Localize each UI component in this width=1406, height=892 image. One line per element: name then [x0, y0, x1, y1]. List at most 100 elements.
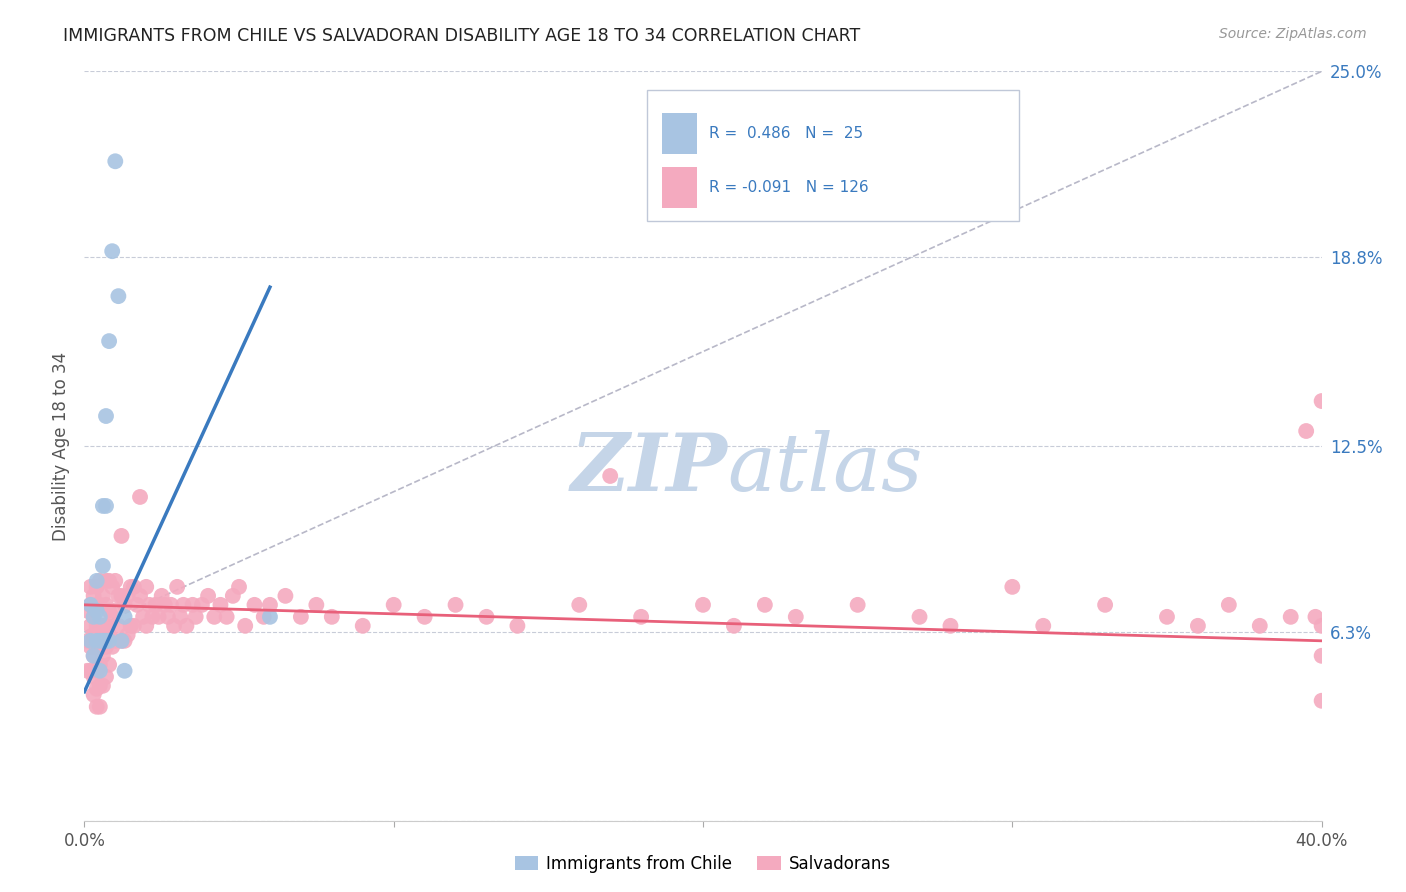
- Point: [1187, 619, 1209, 633]
- Text: atlas: atlas: [728, 430, 924, 508]
- Point: [274, 589, 297, 603]
- Point: [132, 610, 155, 624]
- Point: [91, 589, 114, 603]
- Point: [91, 633, 114, 648]
- Point: [79, 664, 101, 678]
- Point: [107, 589, 129, 603]
- Point: [197, 589, 219, 603]
- Point: [83, 648, 105, 663]
- Text: ZIP: ZIP: [571, 430, 728, 508]
- Point: [79, 619, 101, 633]
- Text: IMMIGRANTS FROM CHILE VS SALVADORAN DISABILITY AGE 18 TO 34 CORRELATION CHART: IMMIGRANTS FROM CHILE VS SALVADORAN DISA…: [63, 27, 860, 45]
- Point: [181, 598, 204, 612]
- Point: [86, 604, 108, 618]
- Point: [86, 633, 108, 648]
- Point: [939, 619, 962, 633]
- Point: [1310, 694, 1333, 708]
- Point: [233, 619, 256, 633]
- Point: [846, 598, 869, 612]
- Point: [76, 664, 98, 678]
- Point: [76, 633, 98, 648]
- Point: [169, 610, 191, 624]
- Point: [228, 580, 250, 594]
- Point: [94, 640, 117, 654]
- Point: [150, 589, 173, 603]
- Point: [382, 598, 405, 612]
- Point: [1001, 580, 1024, 594]
- Point: [908, 610, 931, 624]
- Point: [122, 580, 145, 594]
- Point: [117, 589, 139, 603]
- Point: [129, 589, 152, 603]
- Point: [83, 628, 105, 642]
- Point: [259, 598, 281, 612]
- Point: [91, 648, 114, 663]
- Point: [1310, 394, 1333, 409]
- Point: [163, 619, 186, 633]
- Point: [413, 610, 436, 624]
- Point: [785, 610, 807, 624]
- Point: [89, 664, 111, 678]
- Point: [141, 610, 163, 624]
- Point: [79, 633, 101, 648]
- Point: [89, 640, 111, 654]
- Point: [94, 598, 117, 612]
- Point: [145, 598, 167, 612]
- Point: [135, 619, 157, 633]
- Point: [243, 598, 266, 612]
- Point: [98, 657, 121, 672]
- Point: [599, 469, 621, 483]
- Point: [215, 610, 238, 624]
- Point: [76, 604, 98, 618]
- Point: [94, 499, 117, 513]
- Point: [91, 619, 114, 633]
- Point: [98, 633, 121, 648]
- Point: [1094, 598, 1116, 612]
- Point: [630, 610, 652, 624]
- Point: [86, 664, 108, 678]
- Point: [107, 619, 129, 633]
- Point: [305, 598, 328, 612]
- Point: [91, 558, 114, 573]
- Text: R =  0.486   N =  25: R = 0.486 N = 25: [709, 126, 863, 141]
- Point: [89, 679, 111, 693]
- Point: [98, 604, 121, 618]
- Point: [86, 640, 108, 654]
- Point: [202, 610, 225, 624]
- Point: [94, 670, 117, 684]
- Point: [89, 699, 111, 714]
- Point: [110, 633, 132, 648]
- Point: [1218, 598, 1240, 612]
- Point: [129, 490, 152, 504]
- Point: [125, 598, 148, 612]
- Point: [91, 679, 114, 693]
- Point: [107, 289, 129, 303]
- Point: [120, 580, 142, 594]
- Point: [209, 598, 232, 612]
- Point: [120, 619, 142, 633]
- FancyBboxPatch shape: [662, 113, 697, 154]
- Point: [83, 670, 105, 684]
- Point: [83, 648, 105, 663]
- Point: [754, 598, 776, 612]
- Point: [290, 610, 312, 624]
- Point: [83, 688, 105, 702]
- Legend: Immigrants from Chile, Salvadorans: Immigrants from Chile, Salvadorans: [508, 848, 898, 880]
- Point: [89, 657, 111, 672]
- Point: [1249, 619, 1271, 633]
- Point: [89, 610, 111, 624]
- Point: [352, 619, 374, 633]
- Point: [101, 640, 124, 654]
- Point: [117, 628, 139, 642]
- Point: [160, 598, 183, 612]
- Point: [172, 598, 194, 612]
- Point: [122, 619, 145, 633]
- Point: [94, 619, 117, 633]
- Point: [1295, 424, 1317, 438]
- Point: [138, 598, 160, 612]
- Point: [148, 610, 170, 624]
- Point: [83, 589, 105, 603]
- Y-axis label: Disability Age 18 to 34: Disability Age 18 to 34: [52, 351, 70, 541]
- Point: [98, 334, 121, 348]
- Point: [79, 640, 101, 654]
